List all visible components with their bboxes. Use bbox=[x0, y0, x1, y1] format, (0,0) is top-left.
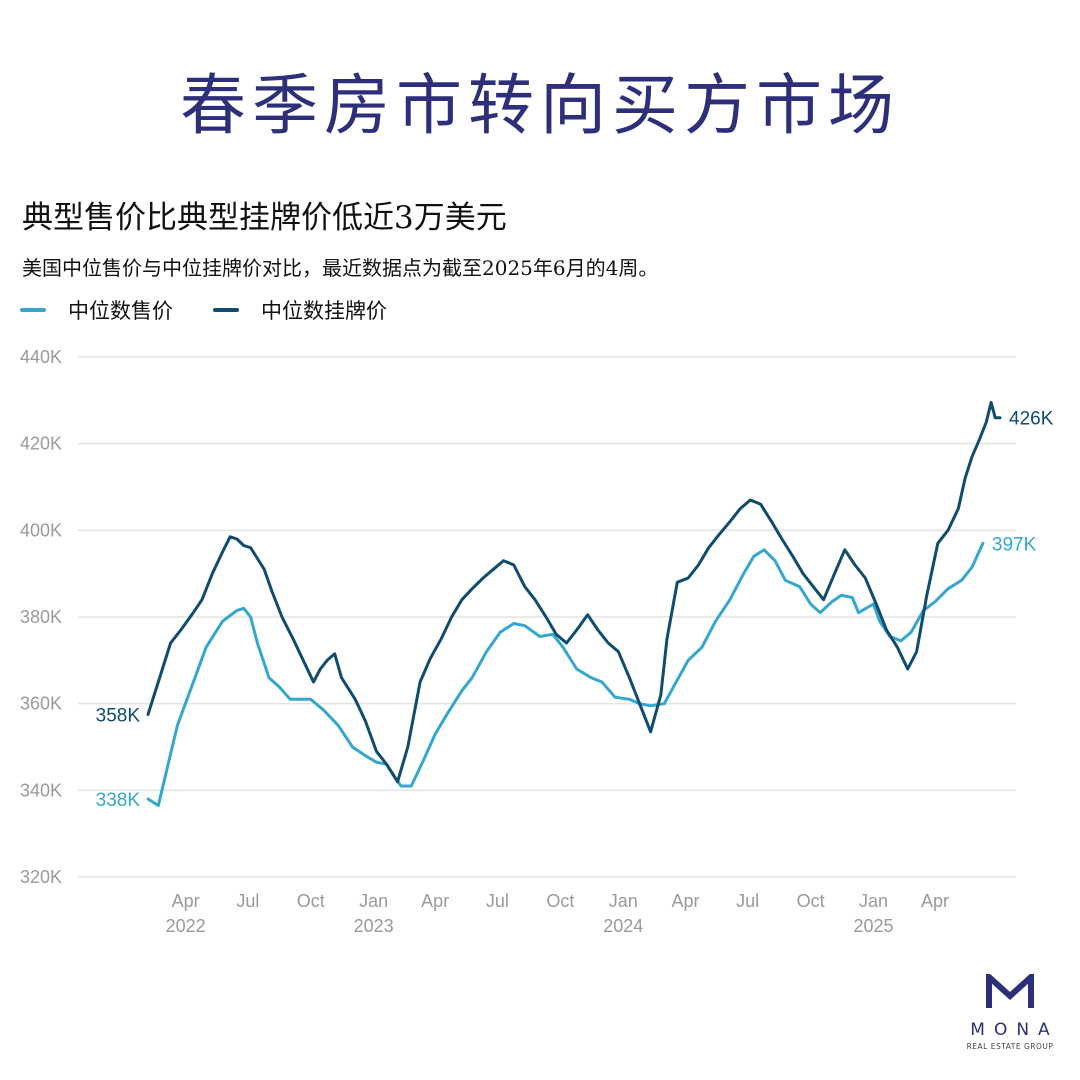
page-headline: 春季房市转向买方市场 bbox=[180, 67, 900, 144]
x-tick-month-label: Apr bbox=[671, 891, 699, 911]
x-tick-month-label: Oct bbox=[546, 891, 574, 911]
grid-lines bbox=[78, 356, 1016, 878]
brand-tagline: REAL ESTATE GROUP bbox=[966, 1042, 1054, 1051]
y-tick-label: 420K bbox=[20, 434, 62, 454]
legend-item-sale-price: 中位数售价 bbox=[20, 295, 173, 325]
x-tick-month-label: Oct bbox=[297, 891, 325, 911]
legend-item-list-price: 中位数挂牌价 bbox=[213, 295, 387, 325]
chart-title: 典型售价比典型挂牌价低近3万美元 bbox=[22, 200, 507, 236]
x-tick-month-label: Apr bbox=[172, 891, 200, 911]
x-tick-month-label: Jan bbox=[859, 891, 888, 911]
series-line-list-price bbox=[146, 401, 1002, 784]
y-tick-label: 320K bbox=[20, 867, 62, 887]
x-axis-ticks: Apr 2022 Jul Oct Jan 2023 Apr Jul Oct Jan 2024 Apr J… bbox=[166, 891, 949, 936]
x-tick-year-label: 2023 bbox=[354, 916, 394, 936]
x-tick-year-label: 2022 bbox=[166, 916, 206, 936]
legend-swatch-sale-price bbox=[20, 308, 46, 312]
end-label-sale-price: 397K bbox=[992, 534, 1037, 555]
x-tick-month-label: Jan bbox=[609, 891, 638, 911]
y-tick-label: 360K bbox=[20, 694, 62, 714]
x-tick-month-label: Jan bbox=[359, 891, 388, 911]
x-tick-month-label: Jul bbox=[736, 891, 759, 911]
series-lines bbox=[146, 401, 1002, 807]
y-tick-label: 440K bbox=[20, 347, 62, 367]
chart-subtitle: 美国中位售价与中位挂牌价对比，最近数据点为截至2025年6月的4周。 bbox=[22, 256, 659, 280]
series-line-sale-price bbox=[146, 541, 985, 807]
legend-label-list-price: 中位数挂牌价 bbox=[261, 299, 387, 323]
x-tick-month-label: Apr bbox=[421, 891, 449, 911]
chart-legend: 中位数售价 中位数挂牌价 bbox=[20, 294, 427, 326]
x-tick-month-label: Oct bbox=[797, 891, 825, 911]
x-tick-year-label: 2024 bbox=[603, 916, 643, 936]
brand-name: MONA bbox=[970, 1020, 1059, 1040]
x-tick-month-label: Apr bbox=[921, 891, 949, 911]
x-tick-month-label: Jul bbox=[236, 891, 259, 911]
y-axis-ticks: 440K 420K 400K 380K 360K 340K 320K bbox=[20, 347, 62, 887]
legend-label-sale-price: 中位数售价 bbox=[68, 299, 173, 323]
mona-m-icon bbox=[986, 970, 1034, 1008]
y-tick-label: 340K bbox=[20, 780, 62, 800]
end-label-list-price: 426K bbox=[1009, 409, 1054, 430]
y-tick-label: 380K bbox=[20, 607, 62, 627]
x-tick-year-label: 2025 bbox=[853, 916, 893, 936]
end-labels: 338K 397K 358K 426K bbox=[96, 409, 1054, 811]
start-label-sale-price: 338K bbox=[96, 790, 141, 811]
line-chart: 440K 420K 400K 380K 360K 340K 320K Apr 2022 Jul O… bbox=[20, 347, 1054, 936]
y-tick-label: 400K bbox=[20, 520, 62, 540]
legend-swatch-list-price bbox=[213, 308, 239, 312]
x-tick-month-label: Jul bbox=[486, 891, 509, 911]
start-label-list-price: 358K bbox=[96, 706, 141, 727]
brand-logo: MONA REAL ESTATE GROUP bbox=[950, 970, 1070, 1051]
